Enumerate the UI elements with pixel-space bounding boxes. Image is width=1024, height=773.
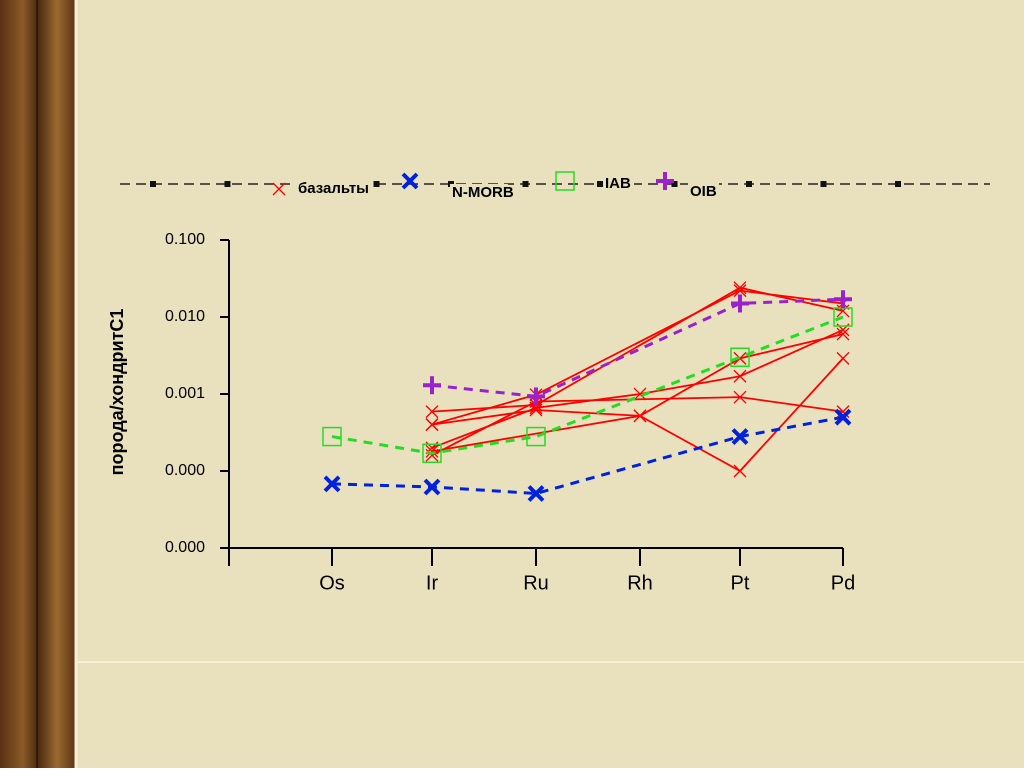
legend-dot xyxy=(746,181,752,187)
marker xyxy=(733,369,747,383)
marker xyxy=(422,443,442,464)
marker xyxy=(425,444,439,458)
series-line xyxy=(431,396,844,457)
marker xyxy=(834,290,852,309)
marker xyxy=(731,294,749,313)
marker-stroke xyxy=(733,351,747,365)
x-tick-label: Pt xyxy=(731,572,750,594)
legend-label: OIB xyxy=(690,183,717,200)
marker xyxy=(527,485,545,502)
marker xyxy=(633,387,647,401)
x-tick-label: Os xyxy=(319,572,345,594)
legend-bg xyxy=(296,180,372,198)
marker-stroke xyxy=(836,351,850,365)
marker xyxy=(425,405,439,419)
marker xyxy=(733,284,747,298)
marker-box xyxy=(730,347,750,368)
marker-stroke xyxy=(633,409,647,423)
legend-label: N-MORB xyxy=(452,184,514,201)
legend-dot xyxy=(373,181,380,187)
marker xyxy=(272,182,286,196)
marker xyxy=(731,428,749,445)
marker xyxy=(423,376,441,395)
marker xyxy=(425,418,439,432)
x-tick-label: Ir xyxy=(426,572,439,594)
x-tick-label: Pd xyxy=(831,572,855,594)
legend-bg xyxy=(688,183,719,201)
marker xyxy=(733,464,747,478)
y-tick-label: 0.000 xyxy=(165,462,205,479)
marker xyxy=(555,171,575,191)
marker-stroke xyxy=(425,418,439,432)
legend-dot xyxy=(522,181,529,187)
marker-stroke xyxy=(425,444,439,458)
series-line xyxy=(431,286,844,413)
marker-box xyxy=(555,171,575,191)
series-line xyxy=(431,333,844,453)
series-line xyxy=(331,315,844,455)
marker xyxy=(836,327,850,341)
marker-stroke xyxy=(401,172,419,190)
marker-stroke xyxy=(529,401,543,415)
series-line xyxy=(331,415,844,496)
marker-stroke xyxy=(633,387,647,401)
y-axis-label: порода/хондритС1 xyxy=(107,309,127,476)
marker xyxy=(834,408,852,426)
marker xyxy=(323,475,341,493)
marker xyxy=(527,387,545,406)
marker xyxy=(733,390,747,404)
legend-label: IAB xyxy=(605,175,631,192)
y-tick-label: 0.001 xyxy=(165,385,205,402)
legend-dot xyxy=(150,181,156,187)
marker-stroke xyxy=(527,485,545,502)
marker-box xyxy=(322,426,342,447)
y-tick-label: 0.000 xyxy=(165,539,205,556)
legend-dot xyxy=(895,181,901,187)
marker-stroke xyxy=(731,428,749,445)
marker-stroke xyxy=(733,390,747,404)
legend-dot xyxy=(597,181,603,187)
marker xyxy=(322,426,342,447)
marker-stroke xyxy=(423,478,441,496)
series-line xyxy=(431,289,844,426)
legend-label: базальты xyxy=(298,180,369,197)
marker-stroke xyxy=(733,464,747,478)
x-tick-label: Ru xyxy=(523,572,549,594)
y-tick-label: 0.100 xyxy=(165,231,205,248)
marker xyxy=(401,172,419,190)
marker xyxy=(656,172,674,190)
marker-stroke xyxy=(836,327,850,341)
marker-stroke xyxy=(834,408,852,426)
marker-stroke xyxy=(733,369,747,383)
x-tick-label: Rh xyxy=(627,572,653,594)
marker xyxy=(733,351,747,365)
legend-dot xyxy=(224,181,231,187)
marker xyxy=(526,426,546,447)
marker-stroke xyxy=(272,182,286,196)
legend-bg xyxy=(450,184,508,202)
marker xyxy=(836,351,850,365)
marker-stroke xyxy=(323,475,341,493)
legend-dot xyxy=(820,181,827,187)
wood-strip xyxy=(0,0,76,768)
series-line xyxy=(431,297,844,398)
marker-box xyxy=(422,443,442,464)
legend-bg xyxy=(603,175,634,193)
marker xyxy=(730,347,750,368)
marker-stroke xyxy=(733,284,747,298)
marker xyxy=(633,409,647,423)
marker-box xyxy=(526,426,546,447)
legend-dot xyxy=(671,181,678,187)
marker xyxy=(423,478,441,496)
marker-stroke xyxy=(425,405,439,419)
y-tick-label: 0.010 xyxy=(165,308,205,325)
